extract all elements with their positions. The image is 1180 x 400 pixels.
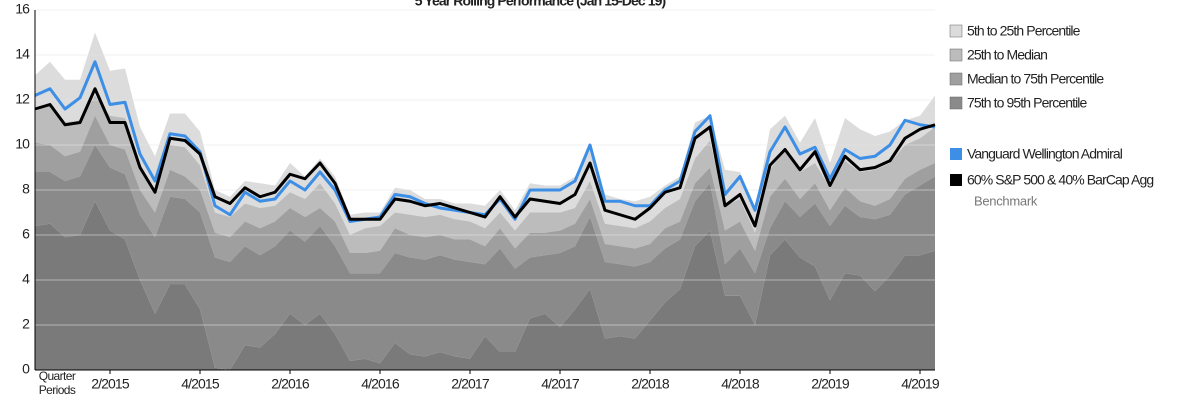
legend-label: 25th to Median (967, 47, 1047, 63)
legend-swatch (950, 174, 962, 186)
legend-swatch (949, 72, 963, 86)
legend-swatch (949, 48, 963, 62)
legend-label: 60% S&P 500 & 40% BarCap Agg (967, 172, 1153, 188)
percentile-band (35, 95, 935, 253)
legend-label: Median to 75th Percentile (967, 71, 1104, 87)
y-tick-label: 12 (15, 91, 30, 107)
y-tick-label: 6 (22, 226, 30, 242)
y-tick-label: 2 (22, 316, 30, 332)
legend-swatch (949, 96, 963, 110)
x-tick-label: 2/2019 (811, 376, 850, 392)
x-tick-label: 2/2018 (631, 376, 670, 392)
x-tick-label: 4/2019 (901, 376, 940, 392)
chart-title: 5 Year Rolling Performance (Jan 15-Dec 1… (415, 0, 666, 9)
y-tick-label: 4 (22, 271, 30, 287)
x-tick-label: 4/2016 (361, 376, 400, 392)
y-tick-label: 14 (15, 46, 30, 62)
y-tick-label: 8 (22, 181, 30, 197)
legend-label: Vanguard Wellington Admiral (967, 146, 1123, 162)
series-line (34, 87, 936, 228)
y-tick-label: 10 (15, 136, 30, 152)
x-tick-label: 4/2018 (721, 376, 760, 392)
x-axis-label: Quarter Periods (38, 369, 76, 397)
percentile-band (35, 145, 935, 370)
x-tick-label: 4/2015 (181, 376, 220, 392)
x-tick-label: 2/2015 (91, 376, 130, 392)
x-tick-label: 2/2016 (271, 376, 310, 392)
y-tick-label: 0 (22, 361, 30, 377)
percentile-band (35, 115, 935, 274)
legend-sublabel: Benchmark (974, 193, 1038, 208)
legend-label: 5th to 25th Percentile (967, 23, 1081, 39)
legend-label: 75th to 95th Percentile (967, 95, 1088, 111)
legend-swatch (949, 24, 963, 38)
percentile-band (35, 32, 935, 235)
legend-swatch (950, 148, 962, 160)
y-tick-label: 16 (15, 1, 30, 17)
x-tick-label: 4/2017 (541, 376, 580, 392)
band-floor (35, 201, 935, 370)
x-tick-label: 2/2017 (451, 376, 490, 392)
